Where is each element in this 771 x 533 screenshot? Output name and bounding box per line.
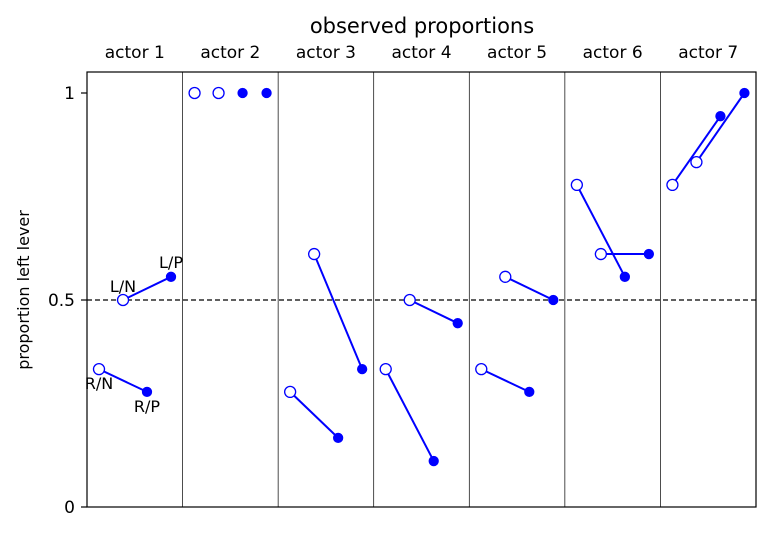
actor-label: actor 7: [678, 43, 738, 63]
data-point-filled: [619, 271, 631, 282]
y-tick-label: 0.5: [48, 291, 75, 311]
annotation-label: R/N: [85, 374, 113, 393]
series-line: [98, 368, 148, 393]
data-point-open: [188, 86, 201, 100]
data-point-filled: [237, 87, 248, 99]
data-point-open: [283, 385, 297, 399]
data-point-open: [594, 247, 608, 261]
actor-label: actor 6: [583, 43, 643, 63]
series-line: [575, 184, 626, 278]
annotation-label: L/P: [159, 253, 183, 272]
annotation-label: L/N: [110, 277, 136, 296]
data-point-open: [403, 293, 416, 307]
annotation-label: R/P: [134, 397, 161, 416]
data-point-open: [379, 362, 392, 376]
data-point-open: [92, 362, 106, 376]
series-line: [480, 368, 530, 393]
data-point-filled: [332, 432, 344, 444]
data-point-open: [690, 155, 703, 169]
data-point-filled: [261, 87, 272, 99]
actor-label: actor 2: [200, 43, 260, 63]
series-line: [504, 275, 554, 301]
data-point-open: [116, 293, 130, 307]
chart-title: observed proportions: [310, 14, 534, 38]
series-line: [695, 92, 746, 163]
series-line: [289, 391, 339, 439]
data-point-filled: [739, 87, 750, 99]
data-point-filled: [165, 271, 177, 282]
actor-label: actor 3: [296, 43, 356, 63]
series-line: [122, 275, 172, 301]
series-line: [671, 115, 722, 186]
actor-label: actor 4: [391, 43, 451, 63]
data-point-filled: [141, 386, 153, 398]
y-tick-label: 0: [64, 498, 75, 518]
data-point-filled: [524, 386, 535, 398]
data-point-filled: [428, 455, 439, 467]
data-point-filled: [643, 248, 655, 260]
data-point-open: [499, 270, 512, 283]
data-point-filled: [356, 363, 368, 375]
data-point-open: [212, 86, 225, 100]
y-axis-label: proportion left lever: [14, 210, 33, 370]
series-line: [313, 253, 364, 370]
series-line: [409, 299, 459, 325]
plot-frame: [86, 71, 757, 508]
y-tick-label: 1: [64, 84, 75, 104]
actor-label: actor 5: [487, 43, 547, 63]
plot-area: 0 0.5 1 actor 1 actor 2 actor 3 actor 4 actor 5…: [48, 43, 757, 518]
data-point-open: [475, 362, 488, 376]
series-line: [384, 368, 435, 462]
data-point-filled: [548, 294, 559, 306]
actor-label: actor 1: [105, 43, 165, 63]
data-point-open: [666, 178, 679, 192]
data-point-open: [307, 247, 321, 261]
data-point-filled: [715, 111, 726, 122]
data-point-open: [570, 178, 584, 192]
data-point-filled: [452, 318, 463, 329]
